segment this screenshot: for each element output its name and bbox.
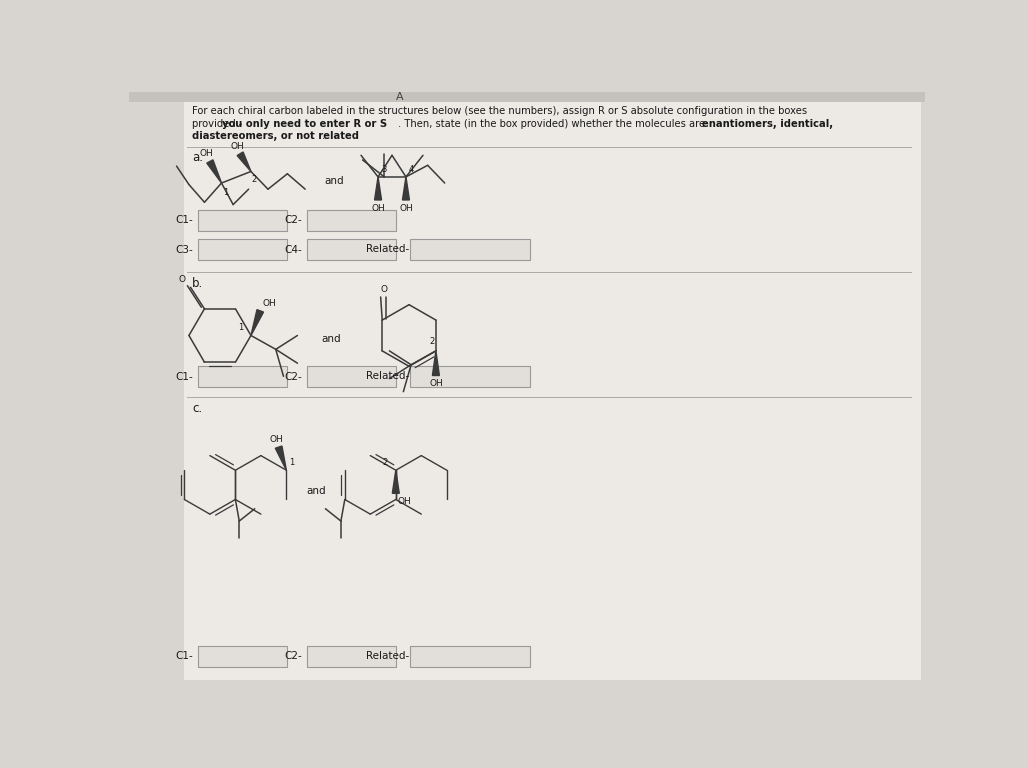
- Text: a.: a.: [192, 151, 204, 164]
- Text: 4: 4: [409, 165, 414, 174]
- Text: OH: OH: [262, 299, 277, 308]
- Text: provided -: provided -: [192, 119, 246, 129]
- Polygon shape: [403, 177, 409, 200]
- Polygon shape: [374, 177, 381, 200]
- Bar: [198, 239, 288, 260]
- Text: Related-: Related-: [366, 244, 409, 254]
- Text: C1-: C1-: [176, 651, 193, 661]
- Polygon shape: [393, 470, 399, 493]
- Bar: [198, 646, 288, 667]
- Text: diastereomers, or not related: diastereomers, or not related: [192, 131, 359, 141]
- Text: c.: c.: [192, 402, 203, 415]
- Bar: [410, 239, 530, 260]
- Text: O: O: [179, 275, 186, 284]
- Text: OH: OH: [429, 379, 443, 389]
- Text: C2-: C2-: [285, 215, 302, 225]
- Polygon shape: [251, 310, 263, 336]
- Text: C2-: C2-: [285, 651, 302, 661]
- Text: Related-: Related-: [366, 371, 409, 381]
- Text: C4-: C4-: [285, 245, 302, 255]
- Text: Related-: Related-: [366, 650, 409, 660]
- Polygon shape: [237, 152, 251, 171]
- Text: For each chiral carbon labeled in the structures below (see the numbers), assign: For each chiral carbon labeled in the st…: [192, 106, 807, 116]
- Text: C2-: C2-: [285, 372, 302, 382]
- Text: OH: OH: [230, 142, 244, 151]
- Text: 1: 1: [223, 188, 228, 197]
- Polygon shape: [207, 160, 221, 183]
- Text: OH: OH: [269, 435, 283, 444]
- Bar: [410, 646, 530, 667]
- Bar: [306, 646, 396, 667]
- Text: . Then, state (in the box provided) whether the molecules are: . Then, state (in the box provided) whet…: [398, 119, 708, 129]
- Polygon shape: [433, 351, 439, 376]
- Text: 1: 1: [237, 323, 244, 333]
- Text: and: and: [306, 486, 326, 496]
- Text: 2: 2: [429, 337, 435, 346]
- Bar: [306, 366, 396, 387]
- Text: 3: 3: [381, 165, 387, 174]
- Text: .: .: [322, 131, 326, 141]
- Bar: [306, 239, 396, 260]
- Text: OH: OH: [199, 150, 214, 158]
- Text: 2: 2: [382, 458, 388, 467]
- Text: you only need to enter R or S: you only need to enter R or S: [222, 119, 388, 129]
- Text: C1-: C1-: [176, 372, 193, 382]
- Bar: [198, 366, 288, 387]
- Text: and: and: [324, 177, 343, 187]
- Text: OH: OH: [371, 204, 384, 213]
- Bar: [128, 92, 925, 102]
- Bar: [410, 366, 530, 387]
- Text: enantiomers, identical,: enantiomers, identical,: [702, 119, 833, 129]
- Text: C3-: C3-: [176, 245, 193, 255]
- Text: O: O: [380, 285, 388, 294]
- Text: 2: 2: [252, 175, 257, 184]
- Text: 1: 1: [289, 458, 294, 467]
- Text: A: A: [396, 92, 404, 102]
- Polygon shape: [276, 446, 287, 470]
- Text: and: and: [322, 333, 341, 343]
- Text: C1-: C1-: [176, 215, 193, 225]
- Bar: [198, 210, 288, 230]
- Text: OH: OH: [399, 204, 413, 213]
- Text: b.: b.: [192, 277, 204, 290]
- Bar: [306, 210, 396, 230]
- Text: OH: OH: [398, 497, 411, 506]
